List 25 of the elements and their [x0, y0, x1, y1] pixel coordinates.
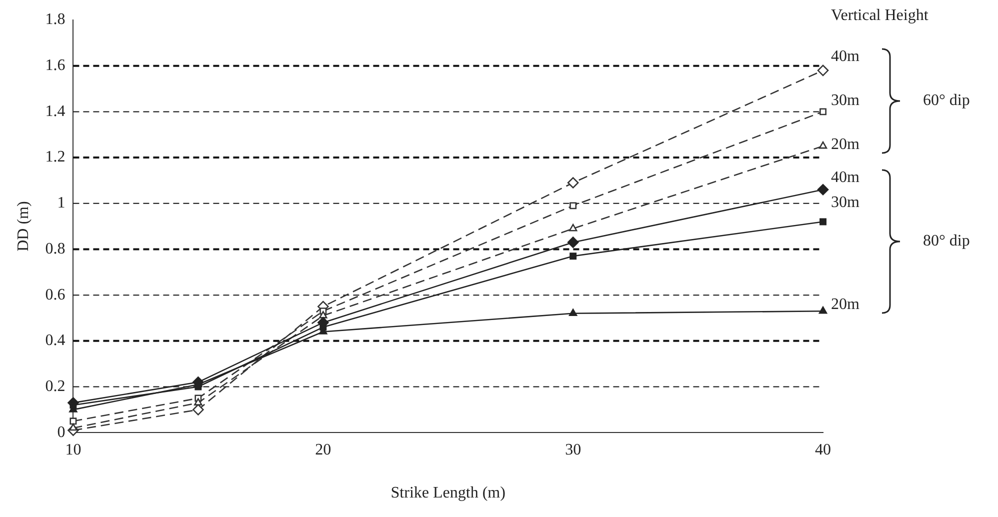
series-label: 20m	[831, 296, 860, 314]
y-axis-title: DD (m)	[14, 201, 32, 252]
x-tick-label: 10	[65, 441, 82, 458]
y-tick-label: 1	[57, 194, 66, 212]
series-label: 30m	[831, 92, 860, 110]
x-tick-label: 40	[815, 441, 831, 458]
series-label: 30m	[831, 194, 860, 212]
y-tick-label: 0.8	[45, 240, 66, 258]
series-label: 40m	[831, 169, 860, 186]
x-axis-title: Strike Length (m)	[390, 484, 506, 502]
legend-title: Vertical Height	[831, 7, 929, 24]
y-tick-label: 1.4	[45, 102, 66, 120]
y-tick-label: 0.6	[45, 286, 66, 304]
y-tick-label: 0.2	[45, 378, 66, 395]
text: 60° dip	[923, 92, 970, 110]
text: 80° dip	[923, 232, 970, 250]
y-tick-label: 1.6	[45, 57, 66, 74]
y-tick-label: 0.4	[45, 332, 66, 350]
x-tick-label: 20	[315, 441, 332, 458]
y-tick-label: 0	[57, 424, 66, 441]
x-tick-label: 30	[565, 441, 582, 458]
series-label: 20m	[831, 136, 860, 154]
y-tick-label: 1.8	[45, 11, 66, 28]
series-label: 40m	[831, 48, 860, 66]
y-tick-label: 1.2	[45, 148, 66, 166]
